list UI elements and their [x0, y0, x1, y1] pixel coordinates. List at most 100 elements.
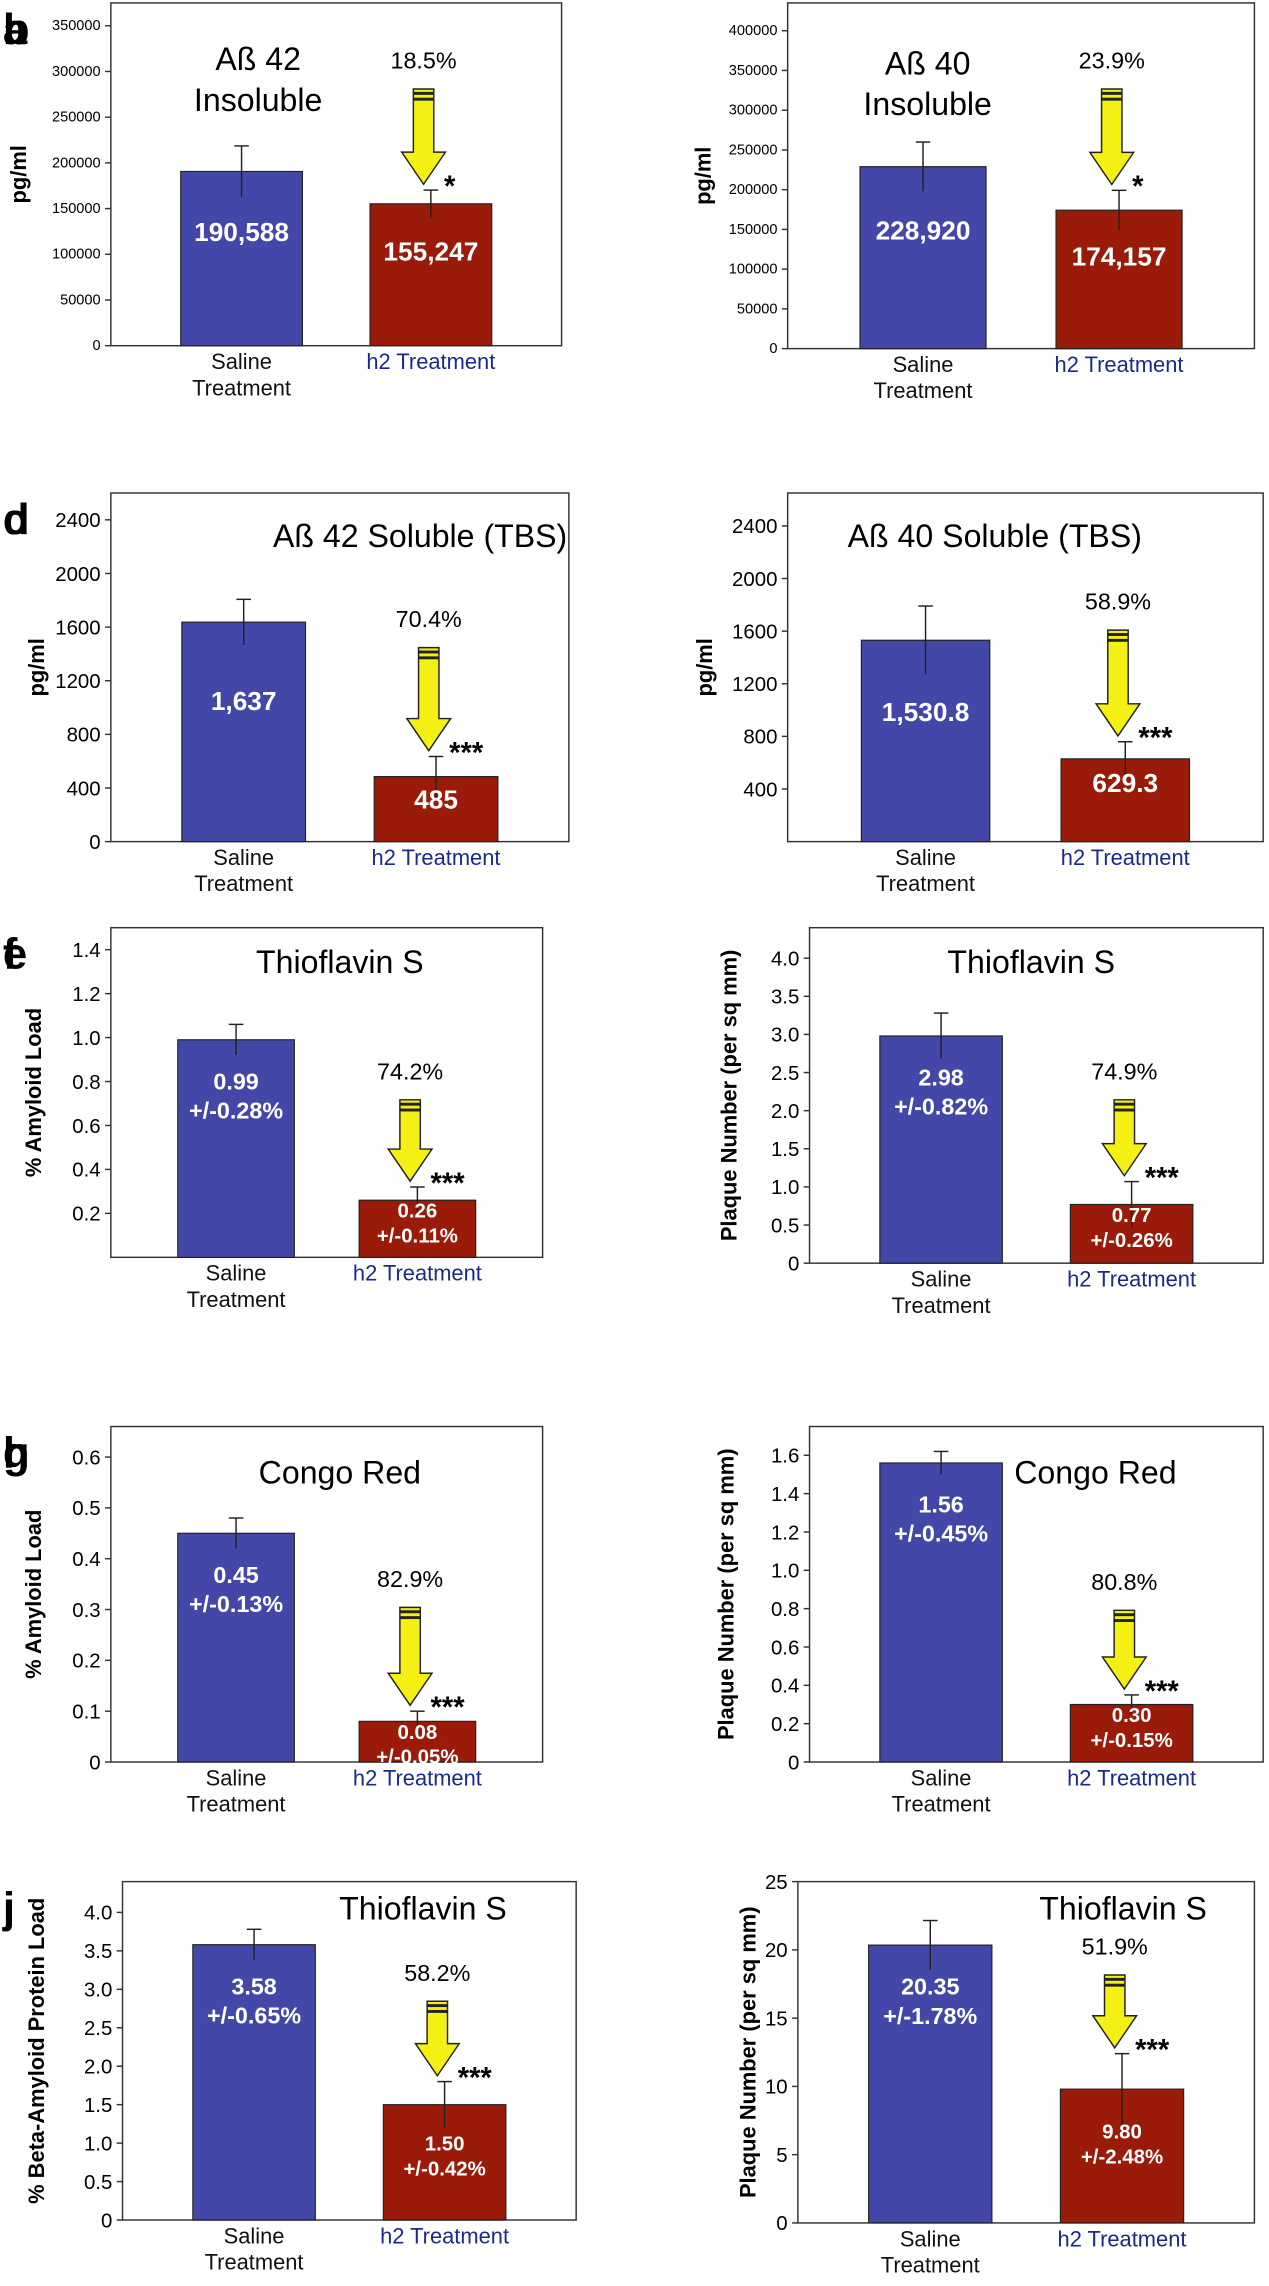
y-tick-label: 1.2: [771, 1522, 799, 1544]
y-tick-label: 3.5: [771, 987, 799, 1009]
y-axis-label: pg/ml: [24, 638, 49, 696]
y-tick-label: 50000: [60, 292, 101, 308]
sd-label: +/-2.48%: [1081, 2147, 1163, 2169]
bar: [180, 170, 303, 347]
chart-title: Aß 40 Soluble (TBS): [847, 517, 1142, 555]
chart-title: Aß 42 Insoluble: [193, 40, 323, 118]
x-tick-label: h2 Treatment: [1067, 1766, 1197, 1792]
y-tick-label: 400: [743, 779, 777, 801]
value-label: 1.56: [918, 1492, 963, 1518]
arrow-stripe: [418, 650, 439, 654]
chart-title: Congo Red: [258, 1454, 422, 1491]
chart-title: Congo Red: [1014, 1454, 1177, 1491]
y-tick-label: 0: [769, 341, 777, 357]
reduction-label: 58.9%: [1085, 589, 1151, 615]
y-axis-label: % Amyloid Load: [21, 1510, 46, 1679]
panel-letter: d: [3, 495, 30, 544]
y-tick-label: 1.0: [771, 1561, 799, 1583]
bar: [859, 166, 987, 350]
y-tick-label: 2000: [55, 564, 100, 586]
value-label: 228,920: [876, 215, 971, 245]
y-tick-label: 0: [788, 1752, 799, 1774]
bar: [868, 1944, 993, 2224]
significance: ***: [1145, 1676, 1180, 1708]
value-label: 20.35: [901, 1974, 959, 2000]
y-tick-label: 800: [743, 727, 777, 749]
y-tick-label: 0: [776, 2213, 787, 2235]
value-label: 0.08: [398, 1722, 438, 1744]
value-label: 629.3: [1092, 768, 1158, 798]
x-tick-label: h2 Treatment: [371, 845, 501, 871]
arrow-stripe: [1104, 1977, 1125, 1981]
sd-label: +/-0.42%: [403, 2158, 485, 2180]
y-tick-label: 0.4: [72, 1549, 100, 1571]
y-tick-label: 300000: [729, 103, 778, 119]
y-tick-label: 250000: [52, 110, 101, 126]
chart-title: Thioflavin S: [256, 943, 424, 981]
y-tick-label: 1200: [55, 671, 100, 693]
y-tick-label: 0.5: [771, 1215, 799, 1237]
bar: [879, 1035, 1003, 1264]
arrow-stripe: [1114, 1613, 1135, 1617]
bar: [177, 1532, 295, 1763]
bar: [192, 1944, 316, 2221]
y-tick-label: 1.4: [72, 940, 100, 962]
bar: [1055, 209, 1183, 350]
panel-letter: f: [3, 930, 18, 979]
value-label: 3.58: [231, 1973, 276, 1999]
y-tick-label: 20: [765, 1940, 788, 1962]
reduction-label: 74.2%: [377, 1058, 443, 1084]
sd-label: +/-0.15%: [1090, 1730, 1172, 1752]
y-tick-label: 4.0: [84, 1903, 112, 1925]
reduction-label: 82.9%: [377, 1566, 443, 1592]
value-label: 0.26: [398, 1201, 438, 1223]
panel-letter: j: [2, 1883, 15, 1932]
y-tick-label: 4.0: [771, 948, 799, 970]
y-tick-label: 2.0: [771, 1101, 799, 1123]
y-tick-label: 0.1: [72, 1701, 100, 1723]
y-tick-label: 0.5: [72, 1498, 100, 1520]
y-tick-label: 250000: [729, 142, 778, 158]
sd-label: +/-0.28%: [189, 1098, 283, 1124]
value-label: 0.30: [1112, 1705, 1152, 1727]
reduction-label: 23.9%: [1079, 48, 1145, 74]
arrow-stripe: [399, 1108, 421, 1112]
y-axis-label: Plaque Number (per sq mm): [717, 950, 742, 1242]
y-tick-label: 0: [89, 1752, 100, 1774]
significance: ***: [458, 2062, 493, 2094]
x-tick-label: h2 Treatment: [352, 1261, 482, 1287]
bar: [369, 203, 493, 347]
significance: ***: [1145, 1162, 1180, 1194]
y-tick-label: 5: [776, 2145, 787, 2167]
x-tick-label: Saline Treatment: [204, 2224, 304, 2276]
y-tick-label: 0.2: [771, 1714, 799, 1736]
panel-letter: b: [3, 5, 30, 54]
y-tick-label: 0.6: [771, 1637, 799, 1659]
y-tick-label: 0.8: [771, 1599, 799, 1621]
x-tick-label: h2 Treatment: [1057, 2227, 1187, 2253]
y-tick-label: 0.8: [72, 1072, 100, 1094]
x-tick-label: Saline Treatment: [876, 845, 975, 898]
y-tick-label: 2400: [55, 510, 100, 532]
y-tick-label: 150000: [52, 201, 101, 217]
y-tick-label: 1.2: [72, 984, 100, 1006]
sd-label: +/-1.78%: [883, 2003, 977, 2029]
arrow-stripe: [1114, 1108, 1135, 1112]
arrow: [1101, 1609, 1148, 1691]
panel-letter: h: [3, 1428, 30, 1477]
x-tick-label: Saline Treatment: [891, 1267, 991, 1319]
reduction-label: 58.2%: [404, 1960, 470, 1986]
y-tick-label: 0.4: [72, 1160, 100, 1182]
value-label: 0.77: [1112, 1205, 1152, 1227]
x-tick-label: Saline Treatment: [873, 352, 973, 405]
arrow: [414, 2000, 461, 2078]
y-tick-label: 50000: [737, 301, 778, 317]
panel-letter: a: [3, 5, 28, 54]
y-tick-label: 25: [765, 1872, 788, 1894]
sd-label: +/-0.05%: [376, 1747, 458, 1769]
value-label: 190,588: [194, 217, 289, 247]
sd-label: +/-0.82%: [894, 1094, 988, 1120]
y-axis-label: % Beta-Amyloid Protein Load: [24, 1898, 49, 2204]
y-tick-label: 2000: [732, 569, 777, 591]
